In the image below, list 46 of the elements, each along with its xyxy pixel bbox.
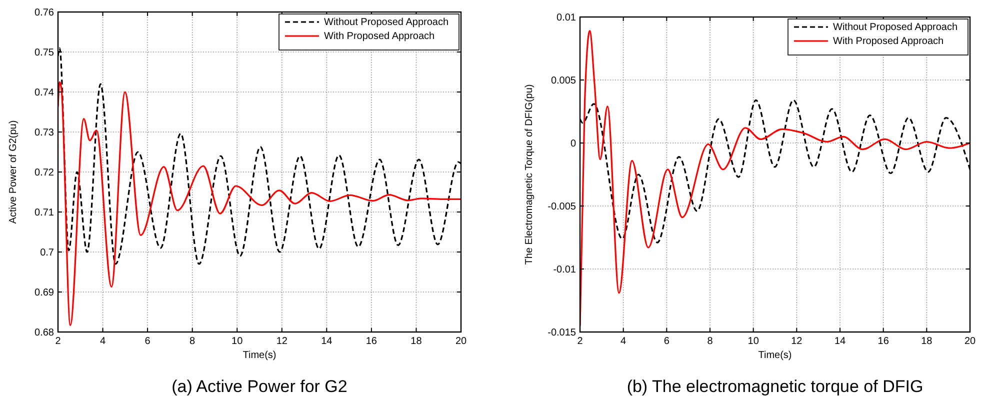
y-tick-label: 0.75	[34, 48, 54, 58]
x-tick-label: 6	[144, 336, 151, 347]
x-tick-label: 20	[455, 336, 467, 347]
x-tick-label: 10	[232, 336, 244, 347]
y-tick-label: 0.72	[34, 168, 54, 178]
x-axis-title: Time(s)	[758, 350, 792, 361]
y-axis-title: Active Power of G2(pu)	[8, 120, 19, 224]
y-tick-label: 0.69	[34, 288, 54, 298]
legend-label: With Proposed Approach	[833, 36, 944, 47]
y-tick-label: -0.005	[548, 202, 576, 212]
y-tick-label: -0.01	[553, 264, 576, 276]
x-tick-label: 18	[921, 336, 933, 347]
x-tick-label: 16	[878, 336, 890, 347]
x-tick-label: 2	[55, 336, 62, 347]
x-tick-label: 4	[100, 336, 106, 347]
legend-label: Without Proposed Approach	[833, 22, 958, 33]
x-tick-label: 8	[707, 336, 714, 347]
y-tick-label: 0.76	[34, 8, 54, 18]
y-tick-label: 0.7	[40, 248, 54, 258]
x-tick-label: 14	[321, 336, 333, 347]
y-tick-label: 0.68	[34, 328, 54, 338]
x-tick-label: 10	[748, 336, 760, 347]
x-tick-label: 12	[276, 336, 288, 347]
x-tick-label: 20	[964, 336, 976, 347]
line-series	[58, 81, 461, 326]
y-tick-label: -0.015	[548, 328, 576, 338]
legend-label: Without Proposed Approach	[324, 17, 449, 28]
y-tick-label: 0.71	[34, 208, 54, 218]
y-tick-label: 0.005	[550, 76, 576, 86]
x-tick-label: 8	[190, 336, 196, 347]
x-tick-label: 4	[620, 336, 627, 347]
legend-label: With Proposed Approach	[324, 31, 435, 42]
y-tick-label: 0.74	[34, 88, 54, 98]
y-tick-label: 0.73	[34, 128, 54, 138]
x-tick-label: 6	[664, 336, 670, 347]
text: (a) Active Power for G2	[172, 377, 348, 396]
x-tick-label: 12	[791, 336, 803, 347]
y-tick-label: 0.01	[556, 12, 576, 24]
x-tick-label: 18	[410, 336, 422, 347]
y-tick-label: 0	[570, 138, 576, 150]
x-tick-label: 14	[834, 336, 846, 347]
x-tick-label: 16	[366, 336, 378, 347]
text: (b) The electromagnetic torque of DFIG	[626, 377, 924, 396]
y-axis-title: The Electromagnetic Torque of DFIG(pu)	[524, 84, 535, 265]
x-tick-label: 2	[577, 336, 584, 347]
x-axis-title: Time(s)	[242, 350, 276, 361]
